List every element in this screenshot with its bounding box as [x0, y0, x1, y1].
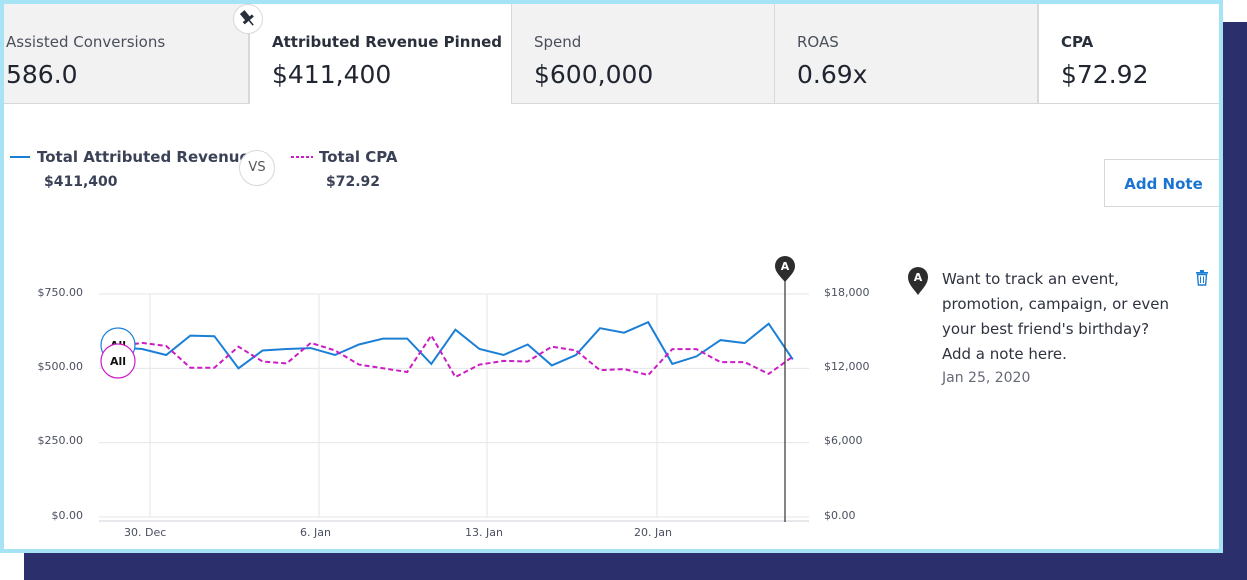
x-tick: 13. Jan	[465, 526, 503, 539]
tab-label: CPA	[1061, 33, 1094, 51]
note-text: Want to track an event, promotion, campa…	[942, 270, 1170, 363]
x-tick: 30. Dec	[124, 526, 167, 539]
x-tick: 20. Jan	[634, 526, 672, 539]
y-right-tick: $0.00	[824, 509, 856, 522]
tab-label: Assisted Conversions	[6, 33, 166, 51]
annotation-marker[interactable]: A	[775, 256, 795, 282]
legend-cpa-value: $72.92	[326, 174, 381, 190]
tab-assisted-conversions[interactable]: Assisted Conversions 586.0	[4, 4, 249, 104]
tab-roas[interactable]: ROAS 0.69x	[775, 4, 1038, 104]
vs-badge: VS	[239, 150, 275, 186]
tab-value: $72.92	[1061, 60, 1149, 89]
y-right-tick: $12,000	[824, 360, 870, 373]
chart-grid	[99, 293, 809, 522]
add-note-button[interactable]: Add Note	[1104, 159, 1219, 207]
y-left-tick: $750.00	[37, 286, 84, 299]
tab-value: 586.0	[6, 60, 78, 89]
revenue-series-line	[117, 320, 794, 370]
tab-spend[interactable]: Spend $600,000	[512, 4, 775, 104]
series-badges: AllAll	[100, 327, 136, 379]
tab-label: Spend	[534, 33, 582, 51]
legend-revenue-label[interactable]: Total Attributed Revenue	[37, 148, 250, 166]
tab-attributed-revenue[interactable]: Attributed Revenue Pinned $411,400	[249, 4, 512, 104]
x-tick: 6. Jan	[300, 526, 331, 539]
tab-cpa[interactable]: CPA $72.92	[1038, 4, 1219, 104]
tab-label: ROAS	[797, 33, 839, 51]
cpa-legend-swatch	[291, 156, 313, 158]
y-left-tick: $250.00	[37, 434, 84, 447]
y-right-tick: $6,000	[824, 434, 863, 447]
y-left-tick: $500.00	[37, 360, 84, 373]
dashboard-frame: Assisted Conversions 586.0 Attributed Re…	[0, 0, 1223, 553]
note-marker-icon: A	[908, 267, 928, 295]
cpa-all-badge	[100, 343, 136, 379]
svg-text:A: A	[781, 260, 790, 273]
cpa-series-line	[117, 333, 794, 379]
tab-value: $600,000	[534, 60, 654, 89]
trash-icon[interactable]	[1195, 270, 1209, 286]
chart-series	[117, 320, 794, 379]
pin-button[interactable]	[233, 4, 263, 34]
line-chart: A AllAll	[99, 256, 809, 522]
tab-value: $411,400	[272, 60, 392, 89]
y-left-tick: $0.00	[51, 509, 84, 522]
legend-cpa-label[interactable]: Total CPA	[319, 148, 398, 166]
revenue-legend-swatch	[10, 156, 30, 158]
y-right-tick: $18,000	[824, 286, 870, 299]
note-date: Jan 25, 2020	[942, 370, 1031, 386]
cpa-all-badge-label: All	[110, 355, 126, 368]
svg-text:A: A	[914, 271, 923, 284]
legend-revenue-value: $411,400	[44, 174, 118, 190]
tab-label: Attributed Revenue Pinned	[272, 33, 503, 51]
tab-value: 0.69x	[797, 60, 868, 89]
pin-icon	[239, 10, 254, 26]
